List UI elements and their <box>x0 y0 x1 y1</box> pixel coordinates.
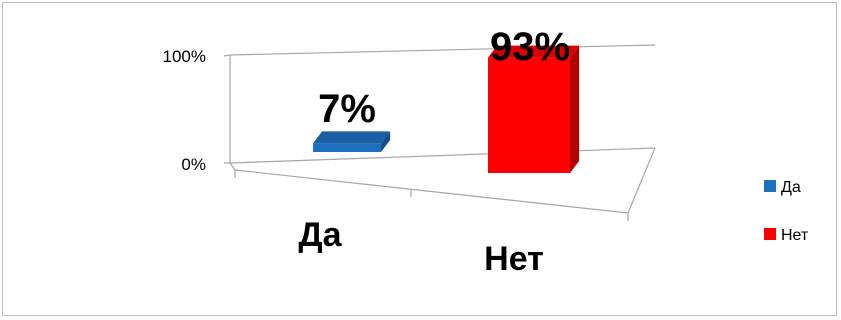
data-label-net: 93% <box>490 25 570 69</box>
floor-left-edge <box>229 162 236 171</box>
category-label-da: Да <box>298 216 342 254</box>
bar-net-front <box>488 57 570 173</box>
bar-da-front <box>313 143 381 152</box>
chart-frame <box>2 2 837 316</box>
legend-swatch-da <box>764 180 776 192</box>
gridline-0 <box>229 147 656 164</box>
floor-front-edge <box>234 169 629 214</box>
y-tick-label-0: 0% <box>181 155 206 174</box>
legend-label-da: Да <box>781 179 801 196</box>
chart-grid <box>223 44 656 221</box>
gridline-100 <box>229 44 656 56</box>
bar-da-side <box>381 131 391 152</box>
bars-group <box>313 45 580 173</box>
bar-da <box>313 131 391 152</box>
legend-label-net: Нет <box>781 227 809 244</box>
bar-net-top <box>488 45 580 58</box>
category-label-net: Нет <box>484 240 544 278</box>
floor-right-edge <box>627 147 656 214</box>
bar-net-side <box>570 45 580 173</box>
data-label-da: 7% <box>318 87 376 131</box>
bar-net <box>488 45 580 173</box>
bar-da-top <box>313 131 391 144</box>
axis-tick-100 <box>223 54 231 57</box>
legend-swatch-net <box>764 228 776 240</box>
legend: Да Нет <box>764 179 809 244</box>
y-tick-label-100: 100% <box>163 47 206 66</box>
